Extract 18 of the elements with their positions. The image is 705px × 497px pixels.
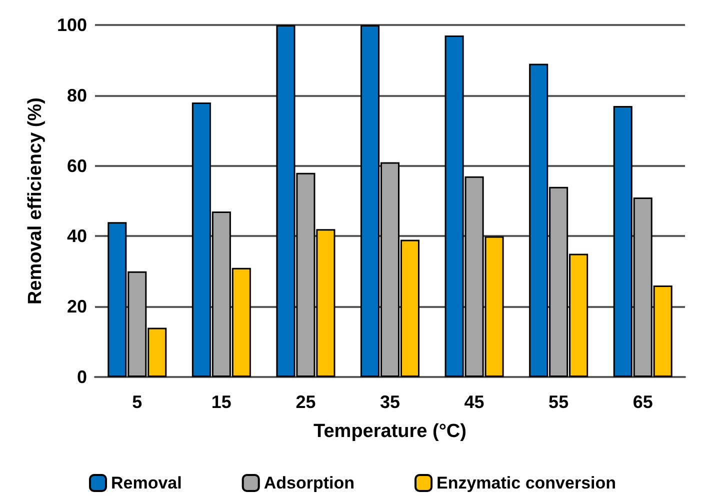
x-tick-label: 35 bbox=[380, 392, 400, 412]
y-tick-label: 40 bbox=[66, 226, 87, 246]
y-tick-label: 20 bbox=[66, 296, 87, 317]
y-tick-label: 100 bbox=[56, 15, 87, 35]
y-axis-title: Removal efficiency (%) bbox=[25, 98, 46, 304]
x-tick-label: 5 bbox=[132, 392, 142, 412]
x-tick-label: 45 bbox=[464, 392, 484, 412]
legend-label: Adsorption bbox=[264, 474, 355, 492]
x-tick-label: 55 bbox=[548, 392, 569, 412]
y-tick-label: 80 bbox=[66, 85, 87, 106]
x-axis-title: Temperature (°C) bbox=[314, 421, 466, 442]
y-tick-label: 0 bbox=[76, 367, 87, 387]
x-tick-label: 65 bbox=[632, 392, 653, 412]
x-tick-label: 15 bbox=[211, 392, 232, 412]
legend-label: Enzymatic conversion bbox=[436, 474, 616, 492]
legend-label: Removal bbox=[110, 474, 182, 492]
y-tick-label: 60 bbox=[66, 156, 87, 176]
x-tick-label: 25 bbox=[296, 392, 316, 412]
